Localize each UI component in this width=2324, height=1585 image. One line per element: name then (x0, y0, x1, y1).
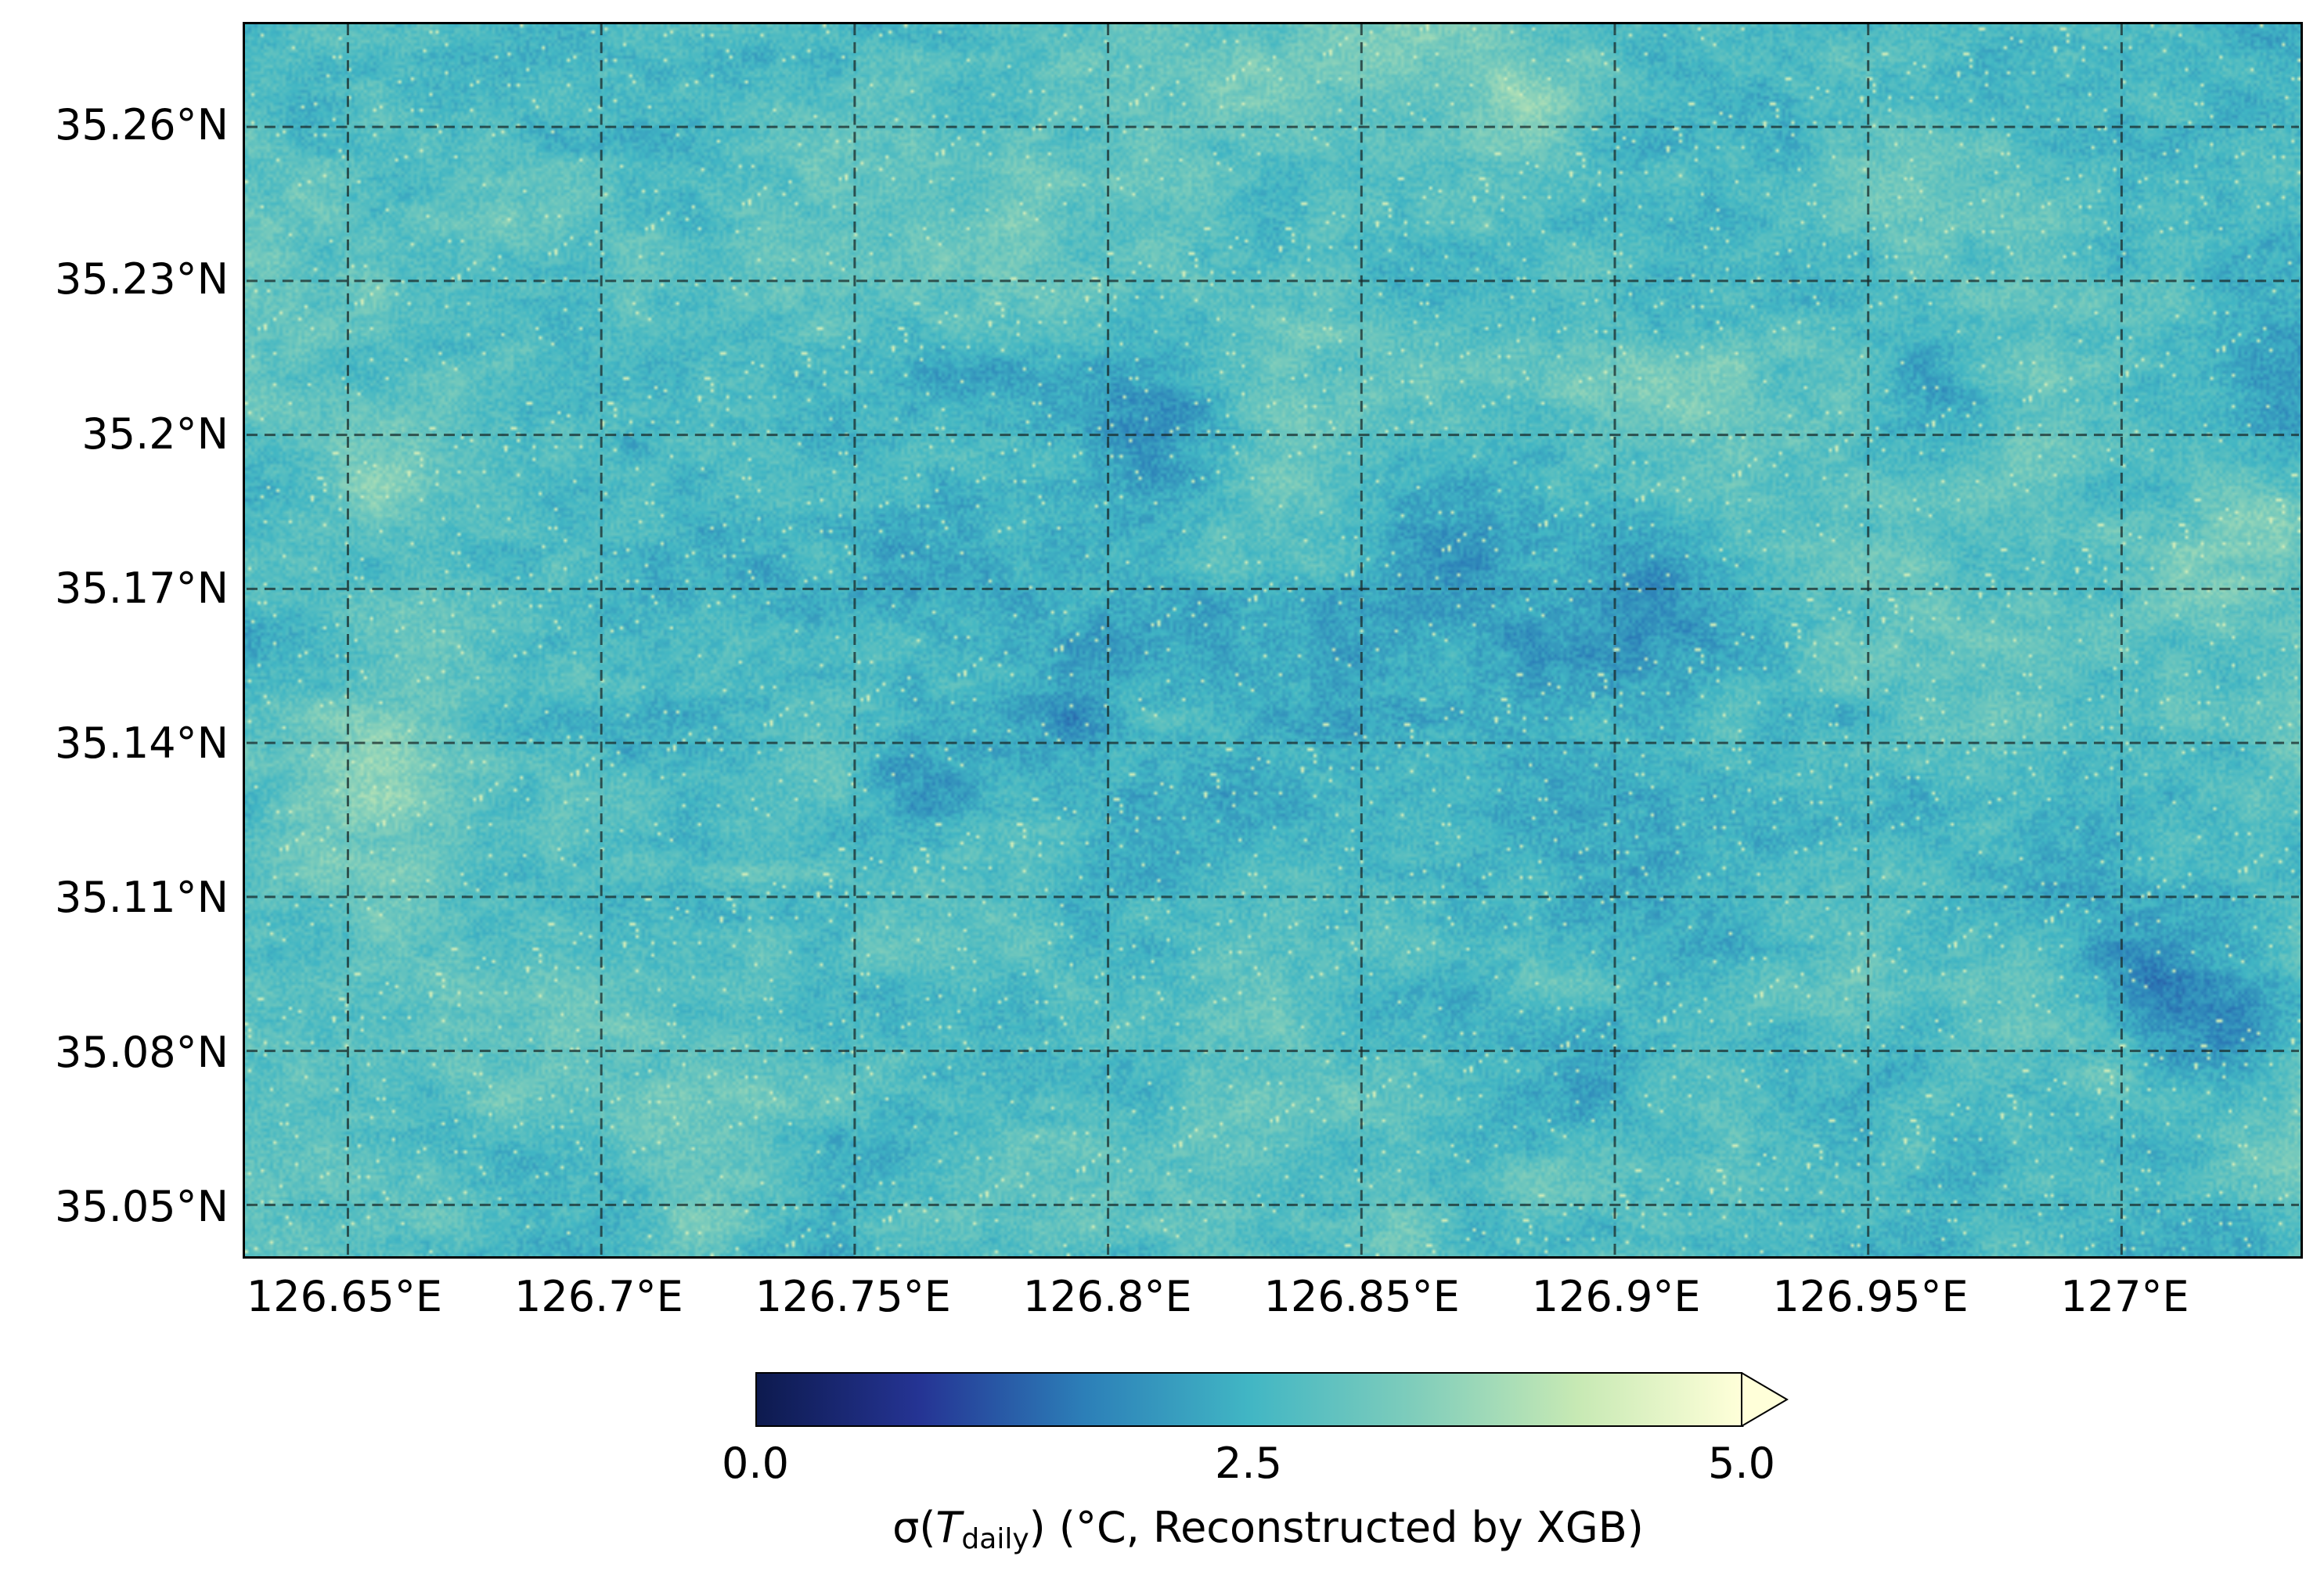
lon-tick-label: 126.8°E (1022, 1272, 1192, 1321)
lon-tick-label: 126.65°E (246, 1272, 443, 1321)
lat-tick-label: 35.08°N (55, 1027, 229, 1077)
lon-tick-label: 127°E (2060, 1272, 2189, 1321)
colorbar-extend-arrow (1741, 1372, 1789, 1427)
lat-tick-label: 35.14°N (55, 718, 229, 768)
lon-tick-label: 126.75°E (755, 1272, 951, 1321)
colorbar-tick-label: 0.0 (722, 1439, 789, 1488)
lat-tick-label: 35.05°N (55, 1182, 229, 1232)
lat-tick-label: 35.26°N (55, 99, 229, 149)
colorbar-label: σ(Tdaily) (°C, Reconstructed by XGB) (806, 1503, 1730, 1555)
colorbar-label-subscript: daily (961, 1523, 1029, 1555)
colorbar-tick-label: 5.0 (1708, 1439, 1775, 1488)
lat-tick-label: 35.2°N (81, 409, 229, 459)
colorbar-label-units: ) (°C, Reconstructed by XGB) (1029, 1503, 1644, 1552)
lat-tick-label: 35.11°N (55, 873, 229, 923)
colorbar-label-symbol: σ( (892, 1503, 936, 1552)
colorbar (755, 1372, 1789, 1427)
lon-tick-label: 126.9°E (1531, 1272, 1701, 1321)
lon-tick-label: 126.95°E (1772, 1272, 1969, 1321)
lon-tick-label: 126.7°E (514, 1272, 683, 1321)
lat-tick-label: 35.17°N (55, 564, 229, 614)
map-panel (243, 22, 2303, 1259)
colorbar-label-variable: T (935, 1503, 962, 1552)
colorbar-gradient (755, 1372, 1742, 1427)
lat-tick-label: 35.23°N (55, 254, 229, 304)
colorbar-tick-label: 2.5 (1215, 1439, 1282, 1488)
lon-tick-label: 126.85°E (1263, 1272, 1460, 1321)
gridlines (246, 24, 2300, 1256)
